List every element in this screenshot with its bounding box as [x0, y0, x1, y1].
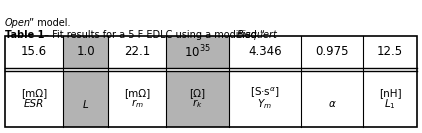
Bar: [229, 71, 300, 127]
Text: ESR: ESR: [24, 99, 44, 109]
Text: [Ω]: [Ω]: [189, 88, 206, 98]
Bar: [363, 36, 417, 68]
Text: 12.5: 12.5: [377, 45, 403, 58]
Text: – Fit results for a 5 F EDLC using a modified “: – Fit results for a 5 F EDLC using a mod…: [41, 30, 265, 40]
Bar: [166, 36, 229, 68]
Text: 22.1: 22.1: [124, 45, 150, 58]
Text: Table 1: Table 1: [5, 30, 44, 40]
Text: Bisquert: Bisquert: [237, 30, 278, 40]
Bar: [5, 36, 63, 68]
Text: $10^{35}$: $10^{35}$: [184, 43, 211, 60]
Text: $L_1$: $L_1$: [384, 97, 396, 111]
Text: [nH]: [nH]: [379, 88, 401, 98]
Text: $L$: $L$: [82, 98, 89, 110]
Text: 0.975: 0.975: [315, 45, 349, 58]
Bar: [300, 71, 363, 127]
Bar: [300, 36, 363, 68]
Bar: [363, 71, 417, 127]
Bar: [63, 36, 108, 68]
Text: [S·s$^{\alpha}$]: [S·s$^{\alpha}$]: [250, 86, 280, 100]
Text: $\alpha$: $\alpha$: [327, 99, 336, 109]
Text: [mΩ]: [mΩ]: [21, 88, 47, 98]
Text: $r_k$: $r_k$: [192, 97, 203, 110]
Bar: [108, 71, 166, 127]
Text: 15.6: 15.6: [21, 45, 47, 58]
Bar: [5, 71, 63, 127]
Text: $r_m$: $r_m$: [131, 97, 143, 110]
Text: Open: Open: [5, 18, 31, 28]
Text: ” model.: ” model.: [29, 18, 70, 28]
Bar: [108, 36, 166, 68]
Text: [mΩ]: [mΩ]: [124, 88, 150, 98]
Bar: [229, 36, 300, 68]
Text: $Y_m$: $Y_m$: [257, 97, 272, 111]
Bar: [63, 71, 108, 127]
Text: 1.0: 1.0: [76, 45, 95, 58]
Text: 4.346: 4.346: [248, 45, 281, 58]
Bar: [5, 36, 417, 127]
Bar: [166, 71, 229, 127]
